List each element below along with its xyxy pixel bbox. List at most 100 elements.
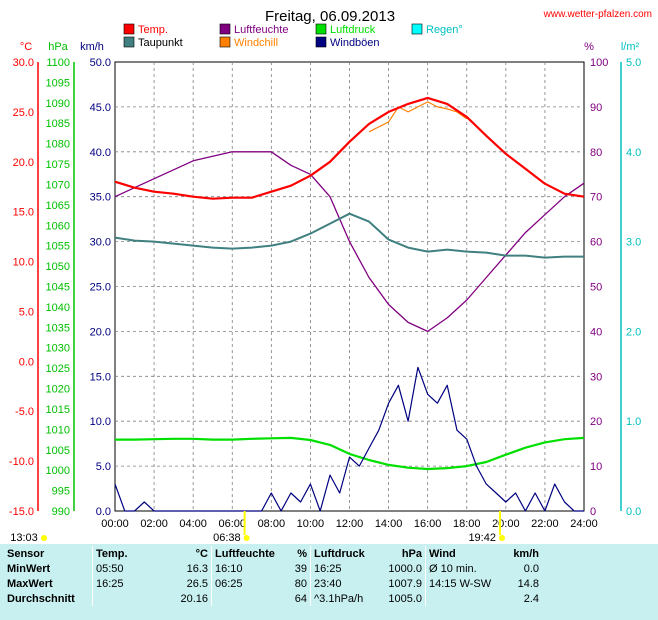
x-tick-label: 06:00 — [218, 518, 246, 530]
hdr-humidity-unit: % — [297, 547, 307, 560]
x-tick-label: 04:00 — [179, 518, 207, 530]
stats-row-avg: Durchschnitt 20.16 64 ^3.1hPa/h 1005.0 2… — [4, 591, 542, 606]
legend-label: Taupunkt — [138, 37, 183, 49]
stat-cell: 64 — [294, 592, 307, 605]
unit-label-pressure: hPa — [48, 41, 68, 53]
legend-swatch — [219, 36, 231, 48]
tick-label-pressure: 1015 — [46, 404, 70, 416]
tick-label-wind: 35.0 — [90, 192, 111, 204]
tick-label-pressure: 1085 — [46, 118, 70, 130]
daylight-label: 13:03 — [10, 532, 38, 544]
x-tick-label: 12:00 — [336, 518, 364, 530]
stat-cell: 05:50 — [92, 561, 159, 576]
source-link[interactable]: www.wetter-pfalzen.com — [543, 9, 652, 20]
tick-label-humidity: 50 — [590, 282, 602, 294]
tick-label-pressure: 1060 — [46, 220, 70, 232]
tick-label-wind: 50.0 — [90, 57, 111, 69]
stat-cell: 1005.0 — [388, 592, 422, 605]
tick-label-wind: 20.0 — [90, 326, 111, 338]
tick-label-temp: 5.0 — [19, 306, 34, 318]
legend: Temp. Luftfeuchte Luftdruck Regen° Taupunkt W… — [123, 23, 463, 49]
stat-cell: 0.0 — [523, 562, 539, 575]
tick-label-temp: 25.0 — [13, 107, 34, 119]
tick-label-pressure: 1090 — [46, 98, 70, 110]
series-layer — [114, 96, 585, 512]
tick-label-humidity: 40 — [590, 326, 602, 338]
sun-markers: 13:03 06:38 19:42 — [10, 511, 505, 544]
tick-label-pressure: 1050 — [46, 261, 70, 273]
x-tick-label: 14:00 — [375, 518, 403, 530]
legend-swatch — [315, 23, 327, 35]
tick-label-wind: 15.0 — [90, 371, 111, 383]
x-tick-label: 20:00 — [492, 518, 520, 530]
tick-label-pressure: 1005 — [46, 445, 70, 457]
unit-label-rain: l/m² — [621, 41, 640, 53]
legend-swatch — [315, 36, 327, 48]
stat-cell: 26.5 — [186, 577, 208, 590]
tick-label-humidity: 100 — [590, 57, 608, 69]
stat-cell: 16:25 — [92, 576, 159, 591]
tick-label-humidity: 20 — [590, 416, 602, 428]
legend-label: Regen° — [426, 24, 463, 36]
tick-label-pressure: 1030 — [46, 343, 70, 355]
series-line-taupunkt — [114, 212, 584, 259]
tick-label-wind: 30.0 — [90, 237, 111, 249]
legend-label: Windchill — [234, 37, 278, 49]
legend-swatch — [123, 36, 135, 48]
tick-label-temp: -5.0 — [15, 406, 34, 418]
tick-label-wind: 25.0 — [90, 282, 111, 294]
stat-cell: 16:10 — [211, 561, 280, 576]
row-label: MaxWert — [7, 577, 53, 590]
tick-label-temp: 15.0 — [13, 207, 34, 219]
tick-label-pressure: 1080 — [46, 139, 70, 151]
tick-label-rain: 4.0 — [626, 147, 641, 159]
x-tick-label: 02:00 — [140, 518, 168, 530]
tick-label-humidity: 90 — [590, 102, 602, 114]
tick-label-temp: -10.0 — [9, 456, 34, 468]
tick-label-pressure: 990 — [52, 506, 70, 518]
stat-cell: Ø 10 min. — [425, 561, 506, 576]
tick-label-pressure: 1095 — [46, 77, 70, 89]
tick-label-pressure: 1000 — [46, 465, 70, 477]
tick-label-rain: 1.0 — [626, 416, 641, 428]
tick-label-pressure: 1100 — [46, 57, 70, 69]
sun-icon — [41, 535, 47, 541]
legend-label: Temp. — [138, 24, 168, 36]
tick-label-humidity: 70 — [590, 192, 602, 204]
tick-label-temp: 20.0 — [13, 157, 34, 169]
series-line-windchill — [368, 101, 468, 133]
tick-label-pressure: 1035 — [46, 322, 70, 334]
unit-label-wind: km/h — [80, 41, 104, 53]
stat-cell: 23:40 — [310, 576, 379, 591]
tick-label-pressure: 1075 — [46, 159, 70, 171]
unit-label-humidity: % — [584, 41, 594, 53]
tick-label-rain: 2.0 — [626, 326, 641, 338]
tick-label-rain: 0.0 — [626, 506, 641, 518]
x-tick-label: 00:00 — [101, 518, 129, 530]
legend-label: Windböen — [330, 37, 380, 49]
tick-label-pressure: 1045 — [46, 282, 70, 294]
tick-label-pressure: 1020 — [46, 384, 70, 396]
stat-cell — [211, 591, 280, 606]
stat-cell: 06:25 — [211, 576, 280, 591]
tick-label-wind: 0.0 — [96, 506, 111, 518]
row-label: MinWert — [7, 562, 51, 575]
hdr-wind-unit: km/h — [513, 547, 539, 560]
stats-header-row: Sensor Temp. °C Luftfeuchte % Luftdruck … — [4, 546, 542, 561]
tick-label-wind: 40.0 — [90, 147, 111, 159]
weather-chart: Freitag, 06.09.2013 www.wetter-pfalzen.c… — [8, 8, 652, 544]
stat-cell: 39 — [294, 562, 307, 575]
tick-label-humidity: 60 — [590, 237, 602, 249]
tick-label-rain: 5.0 — [626, 57, 641, 69]
hdr-humidity: Luftfeuchte — [211, 546, 280, 561]
tick-label-humidity: 30 — [590, 371, 602, 383]
stat-cell: 80 — [294, 577, 307, 590]
tick-label-temp: 10.0 — [13, 257, 34, 269]
hdr-pressure: Luftdruck — [310, 546, 379, 561]
tick-label-wind: 45.0 — [90, 102, 111, 114]
unit-label-temp: °C — [20, 41, 32, 53]
series-line-luftdruck — [115, 436, 585, 471]
sunrise-icon — [243, 535, 250, 541]
tick-label-temp: 30.0 — [13, 57, 34, 69]
stat-cell: 14:15 W-SW — [425, 576, 506, 591]
